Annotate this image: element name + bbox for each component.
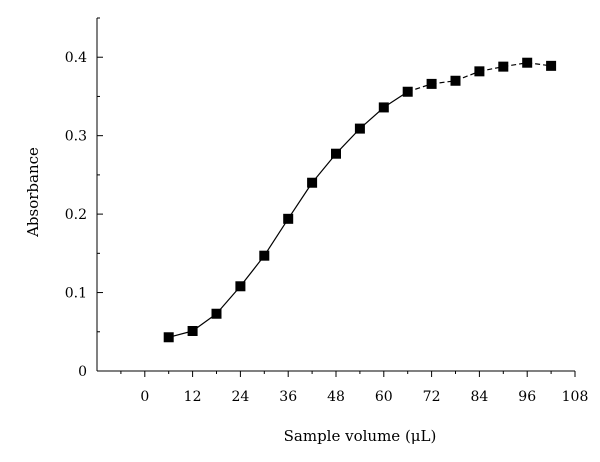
data-point [450, 75, 461, 86]
data-point [187, 325, 198, 336]
x-tick-label: 84 [470, 389, 488, 405]
data-point [426, 78, 437, 89]
series-segment [239, 255, 265, 287]
data-point [354, 123, 365, 134]
x-tick-label: 12 [184, 389, 202, 405]
plot-area: 0 0.1 0.2 0.3 0.4 0 12 24 36 48 60 72 84 96 108 [65, 17, 589, 405]
data-point [235, 281, 246, 292]
x-axis-title: Sample volume (μL) [284, 427, 437, 445]
x-tick-label: 48 [327, 389, 345, 405]
y-tick-label: 0.1 [65, 286, 87, 302]
data-point [331, 148, 341, 159]
data-point [307, 177, 318, 188]
data-markers [163, 57, 557, 343]
x-tick-label: 108 [562, 389, 589, 405]
y-tick-label: 0.4 [65, 50, 87, 66]
data-point [211, 308, 222, 319]
data-point [259, 250, 270, 261]
x-tick-label: 24 [231, 389, 249, 405]
data-point [378, 102, 389, 113]
y-ticks: 0 0.1 0.2 0.3 0.4 [65, 17, 103, 380]
x-tick-label: 0 [140, 389, 149, 405]
data-point [474, 66, 485, 77]
data-point [163, 332, 174, 343]
data-point [402, 86, 413, 97]
y-axis-title: Absorbance [24, 147, 42, 238]
data-point [283, 213, 294, 224]
series-segment [263, 218, 289, 257]
series-segment [287, 182, 313, 220]
x-tick-label: 36 [279, 389, 297, 405]
y-tick-label: 0.2 [65, 207, 87, 223]
y-tick-label: 0 [78, 364, 87, 380]
series-line [168, 62, 552, 338]
x-ticks: 0 12 24 36 48 60 72 84 96 108 [120, 371, 589, 405]
data-point [546, 60, 557, 71]
x-tick-label: 60 [375, 389, 393, 405]
y-tick-label: 0.3 [65, 129, 87, 145]
x-tick-label: 96 [518, 389, 536, 405]
x-tick-label: 72 [423, 389, 441, 405]
data-point [498, 61, 509, 72]
data-point [522, 57, 533, 68]
